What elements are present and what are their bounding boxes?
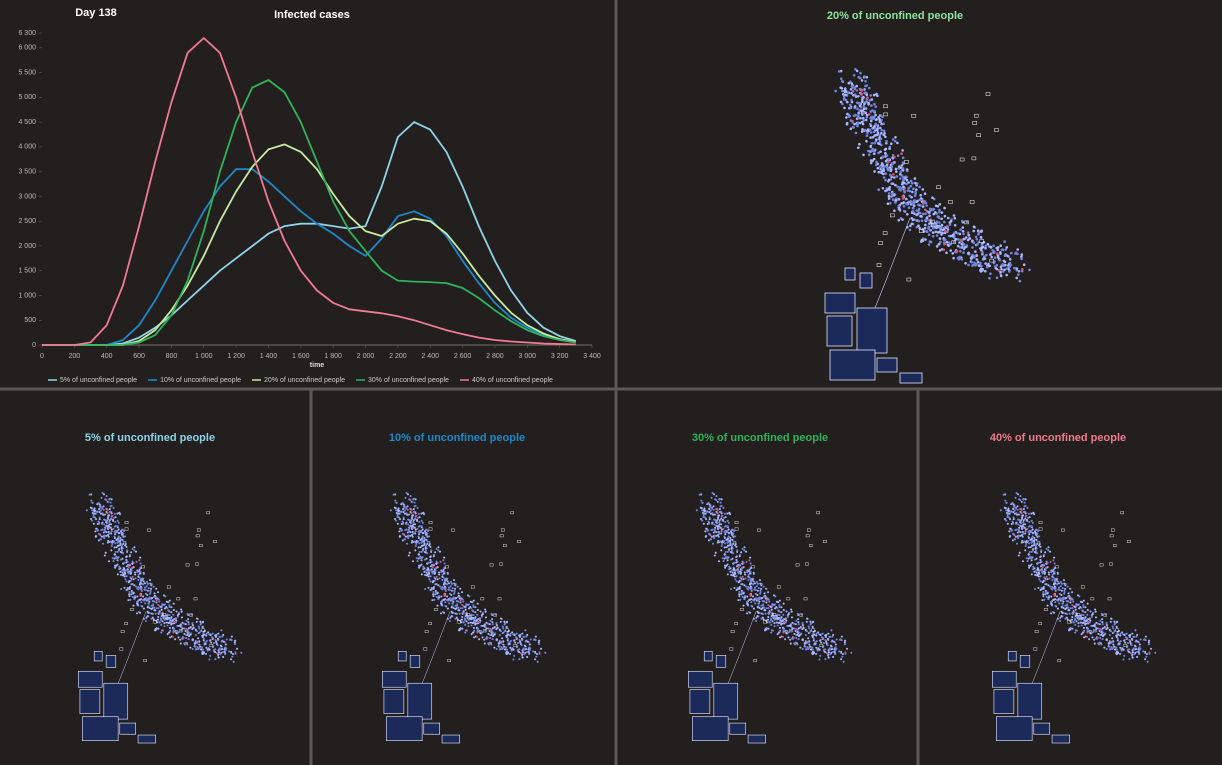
panel-title: 40% of unconfined people xyxy=(990,432,1126,444)
x-tick-label: 0 xyxy=(40,353,44,360)
x-tick-label: 2 600 xyxy=(454,353,472,360)
series-line xyxy=(42,79,576,346)
y-tick-label: 6 000 xyxy=(18,45,36,52)
x-tick-label: 3 000 xyxy=(519,353,537,360)
panel-title: 10% of unconfined people xyxy=(389,432,525,444)
x-tick-label: 3 200 xyxy=(551,353,569,360)
y-tick-label: 3 000 xyxy=(18,193,36,200)
x-tick-label: 400 xyxy=(101,353,113,360)
series-line xyxy=(42,168,576,346)
x-tick-label: 2 000 xyxy=(357,353,375,360)
y-tick-label: 2 500 xyxy=(18,218,36,225)
x-tick-label: 2 200 xyxy=(389,353,407,360)
y-tick-label: 1 500 xyxy=(18,268,36,275)
y-tick-label: 1 000 xyxy=(18,292,36,299)
day-label: Day 138 xyxy=(75,7,117,19)
y-tick-label: 6 300 xyxy=(18,30,36,37)
legend-label: 20% of unconfined people xyxy=(264,377,345,384)
legend-label: 40% of unconfined people xyxy=(472,377,553,384)
series-line xyxy=(42,121,577,346)
y-tick-label: 3 500 xyxy=(18,169,36,176)
x-tick-label: 1 400 xyxy=(260,353,278,360)
y-tick-label: 5 000 xyxy=(18,94,36,101)
y-tick-label: 5 500 xyxy=(18,69,36,76)
x-tick-label: 200 xyxy=(69,353,81,360)
legend-label: 30% of unconfined people xyxy=(368,377,449,384)
y-tick-label: 4 500 xyxy=(18,119,36,126)
x-tick-label: 1 200 xyxy=(227,353,245,360)
series-line xyxy=(42,37,576,346)
chart-title: Infected cases xyxy=(274,9,350,21)
x-tick-label: 3 400 xyxy=(583,353,601,360)
x-axis-label: time xyxy=(310,362,325,369)
x-tick-label: 1 600 xyxy=(292,353,310,360)
x-tick-label: 800 xyxy=(166,353,178,360)
y-tick-label: 4 000 xyxy=(18,144,36,151)
x-tick-label: 600 xyxy=(133,353,145,360)
panel-title: 20% of unconfined people xyxy=(827,10,963,22)
x-tick-label: 1 800 xyxy=(324,353,342,360)
legend-label: 5% of unconfined people xyxy=(60,377,137,384)
panel-title: 5% of unconfined people xyxy=(85,432,215,444)
x-tick-label: 2 800 xyxy=(486,353,504,360)
x-tick-label: 1 000 xyxy=(195,353,213,360)
y-tick-label: 500 xyxy=(24,317,36,324)
y-tick-label: 2 000 xyxy=(18,243,36,250)
y-tick-label: 0 xyxy=(32,342,36,349)
legend-label: 10% of unconfined people xyxy=(160,377,241,384)
panel-title: 30% of unconfined people xyxy=(692,432,828,444)
x-tick-label: 2 400 xyxy=(421,353,439,360)
